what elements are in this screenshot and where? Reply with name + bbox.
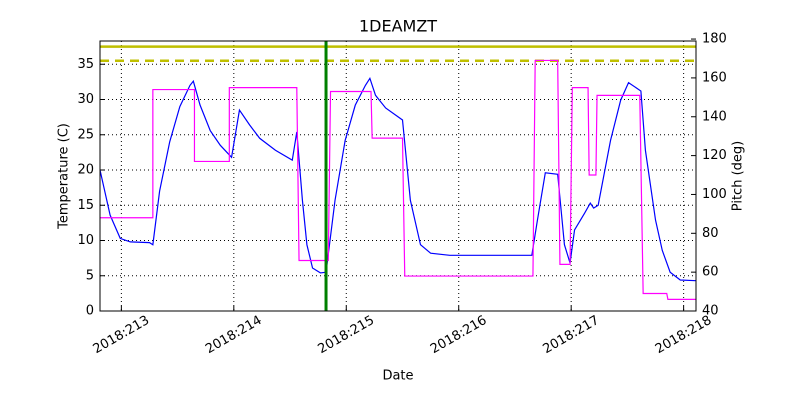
y2-tick-label: 180 [702, 32, 727, 47]
y2-tick-label: 140 [702, 109, 727, 124]
y2-tick-label: 160 [702, 70, 727, 85]
y-tick-label: 5 [86, 268, 94, 283]
y-tick-label: 25 [77, 127, 94, 142]
y2-tick-label: 80 [702, 226, 719, 241]
y-tick-label: 30 [77, 92, 94, 107]
y2-tick-label: 120 [702, 148, 727, 163]
y-tick-label: 0 [86, 304, 94, 319]
y-tick-label: 10 [77, 233, 94, 248]
y-tick-label: 35 [77, 57, 94, 72]
plot-frame [99, 40, 697, 312]
y2-tick-label: 100 [702, 187, 727, 202]
y2-tick-label: 60 [702, 265, 719, 280]
x-axis-label: Date [382, 369, 413, 384]
y2-axis-label: Pitch (deg) [731, 141, 746, 211]
y-tick-label: 15 [77, 198, 94, 213]
y-axis-label: Temperature (C) [57, 123, 72, 230]
y-tick-label: 20 [77, 163, 94, 178]
chart-title: 1DEAMZT [359, 17, 437, 36]
y2-tick-label: 40 [702, 304, 719, 319]
series-line [100, 59, 696, 300]
series-line [99, 76, 697, 282]
